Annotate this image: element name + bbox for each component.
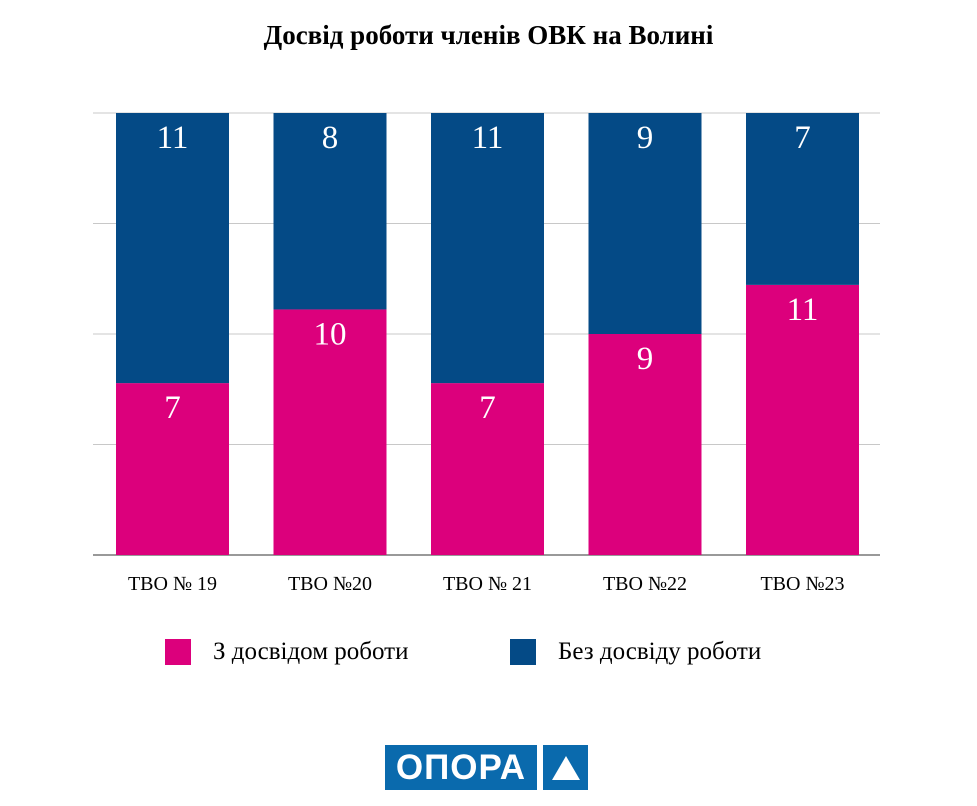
data-label: 11 (472, 120, 504, 156)
bar-segment (273, 309, 387, 555)
opora-logo: ОПОРА (385, 745, 588, 790)
bar-segment (588, 334, 702, 555)
logo-text: ОПОРА (385, 745, 537, 790)
x-tick-label: ТВО №20 (288, 573, 372, 595)
chart-plot: 7 11 ТВО № 19 10 8 ТВО №20 7 11 ТВО № 21 9 9 ТВО №2… (93, 112, 880, 595)
bar-segment (116, 113, 229, 384)
bar-segment (431, 383, 544, 555)
data-label: 10 (314, 316, 347, 352)
data-label: 9 (637, 341, 654, 377)
data-label: 7 (479, 390, 496, 426)
data-label: 9 (637, 120, 654, 156)
data-label: 8 (322, 120, 339, 156)
bar-segment (746, 113, 859, 285)
legend-item-without-experience: Без досвіду роботи (510, 638, 761, 666)
legend-label: З досвідом роботи (213, 638, 409, 665)
bar-segment (746, 284, 859, 555)
bar-segment (588, 113, 702, 334)
chart-title: Досвід роботи членів ОВК на Волині (263, 20, 714, 50)
data-label: 11 (787, 292, 819, 328)
legend-swatch (165, 639, 191, 665)
x-tick-label: ТВО №23 (760, 573, 844, 595)
data-label: 7 (794, 120, 811, 156)
legend-item-with-experience: З досвідом роботи (165, 638, 408, 666)
legend-swatch (510, 639, 536, 665)
data-label: 11 (157, 120, 189, 156)
bar-segment (116, 383, 229, 555)
legend-label: Без досвіду роботи (558, 638, 762, 665)
data-label: 7 (164, 390, 181, 426)
bar-segment (273, 113, 387, 310)
x-tick-label: ТВО № 19 (128, 573, 217, 595)
x-tick-label: ТВО № 21 (443, 573, 532, 595)
triangle-icon (543, 745, 588, 790)
x-tick-label: ТВО №22 (603, 573, 687, 595)
bar-segment (431, 113, 544, 384)
